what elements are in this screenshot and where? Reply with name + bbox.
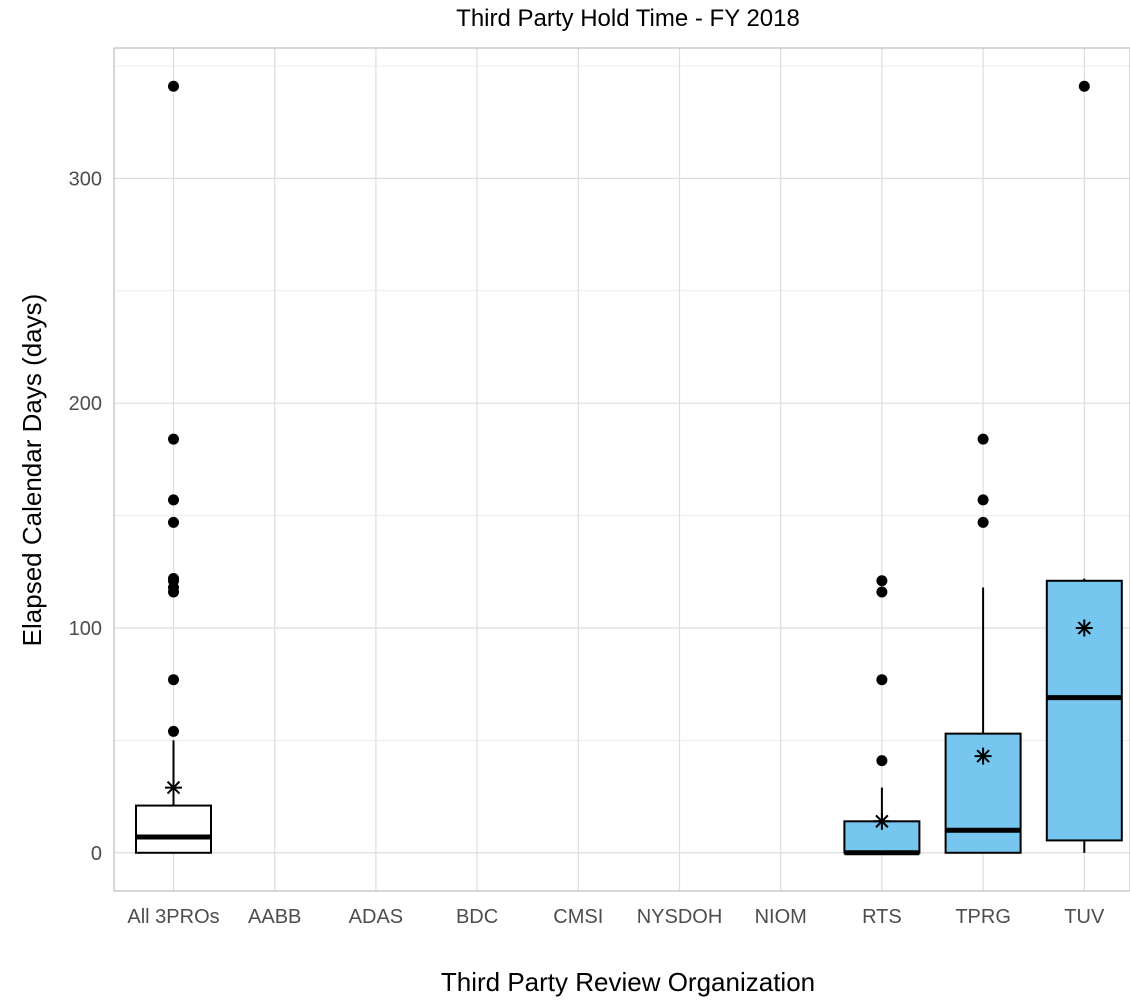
y-tick-label: 0	[91, 843, 102, 865]
mean-marker	[165, 779, 182, 797]
mean-marker	[873, 812, 891, 830]
box-group	[1045, 80, 1123, 853]
outlier-point	[168, 80, 179, 92]
mean-marker	[1075, 619, 1093, 637]
outlier-point	[977, 494, 989, 506]
outlier-point	[977, 516, 989, 528]
y-tick-label: 100	[69, 618, 102, 640]
x-tick-label: RTS	[862, 906, 902, 928]
y-tick-label: 300	[69, 168, 102, 190]
outlier-point	[876, 586, 888, 598]
plot-panel	[113, 47, 1130, 892]
chart-title: Third Party Hold Time - FY 2018	[456, 5, 800, 32]
x-tick-label: TPRG	[955, 906, 1011, 928]
outlier-point	[168, 725, 179, 737]
box-group	[135, 80, 212, 854]
x-tick-label: CMSI	[553, 906, 603, 928]
outlier-point	[168, 433, 179, 445]
box-group	[843, 575, 921, 856]
outlier-point	[876, 575, 888, 587]
mean-marker	[974, 747, 992, 765]
x-tick-label: NIOM	[755, 906, 807, 928]
outlier-point	[876, 674, 888, 686]
y-tick-label: 200	[69, 393, 102, 415]
y-axis-title: Elapsed Calendar Days (days)	[17, 294, 47, 647]
outlier-point	[168, 516, 179, 528]
x-tick-label: All 3PROs	[127, 906, 219, 928]
outlier-point	[168, 494, 179, 506]
box-group	[944, 433, 1022, 854]
outlier-point	[1078, 80, 1090, 92]
box-series	[135, 80, 1123, 856]
outlier-point	[977, 433, 989, 445]
x-tick-label: TUV	[1064, 906, 1105, 928]
x-tick-label: AABB	[248, 906, 301, 928]
outlier-point	[168, 573, 179, 585]
outlier-point	[876, 755, 888, 767]
x-axis-title: Third Party Review Organization	[441, 967, 815, 997]
x-tick-label: NYSDOH	[637, 906, 723, 928]
grid-lines	[114, 48, 1130, 891]
x-tick-label: ADAS	[349, 906, 403, 928]
y-axis-ticks: 0 100 200 300	[69, 168, 102, 864]
box-iqr	[135, 804, 212, 854]
x-axis-ticks: All 3PROs AABB ADAS BDC CMSI NYSDOH NIOM RTS TPR…	[127, 906, 1105, 928]
outlier-point	[168, 674, 179, 686]
x-tick-label: BDC	[456, 906, 498, 928]
